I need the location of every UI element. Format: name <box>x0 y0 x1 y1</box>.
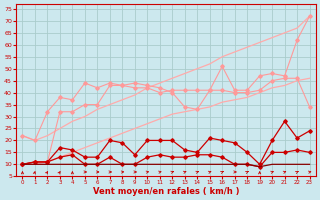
X-axis label: Vent moyen/en rafales ( km/h ): Vent moyen/en rafales ( km/h ) <box>93 187 239 196</box>
